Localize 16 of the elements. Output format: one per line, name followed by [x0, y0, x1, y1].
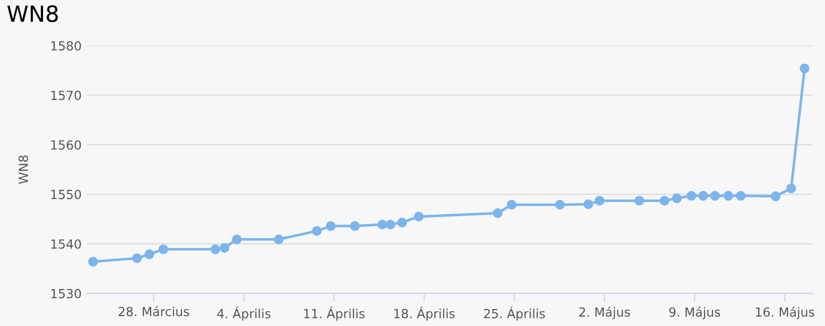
x-tick-label: 18. Április — [394, 306, 455, 321]
chart-title: WN8 — [7, 5, 58, 22]
y-axis-title: WN8 — [18, 156, 28, 184]
x-tick-label: 25. Április — [484, 306, 545, 321]
x-tick-label: 9. Május — [669, 306, 720, 320]
y-tick-label: 1540 — [51, 239, 81, 249]
x-tick-label: 2. Május — [579, 306, 630, 320]
y-tick-label: 1570 — [51, 90, 81, 100]
y-tick-label: 1550 — [51, 190, 81, 200]
x-tick-label: 11. Április — [304, 306, 365, 321]
y-tick-label: 1560 — [51, 140, 81, 150]
y-tick-label: 1580 — [51, 41, 81, 51]
y-tick-label: 1530 — [51, 288, 81, 298]
x-tick-label: 4. Április — [217, 306, 270, 321]
x-tick-label: 28. Március — [118, 306, 190, 316]
x-tick-label: 16. Május — [756, 306, 814, 320]
